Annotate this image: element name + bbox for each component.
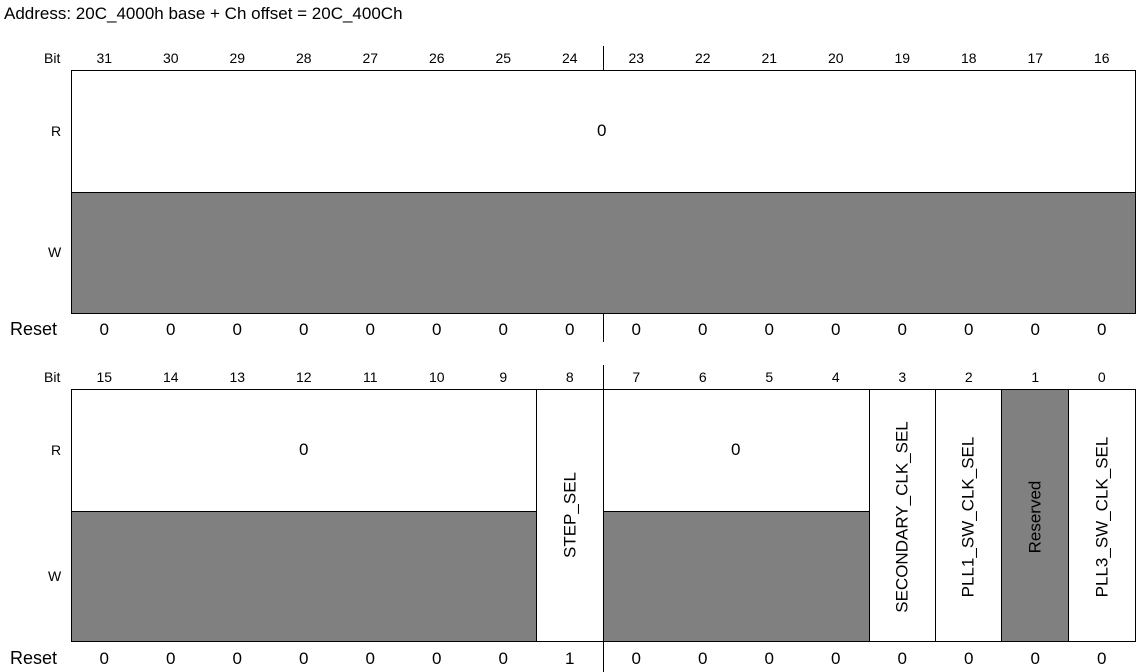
bit-number: 14 xyxy=(162,369,179,385)
reset-value: 0 xyxy=(498,320,508,339)
bits-7-4-read-field xyxy=(603,389,870,511)
reset-value: 0 xyxy=(631,649,641,668)
bit-number: 26 xyxy=(428,50,445,66)
reserved-field xyxy=(1001,389,1069,642)
bit-number: 27 xyxy=(362,50,379,66)
bit-number: 31 xyxy=(96,50,113,66)
step-sel-label: STEP_SEL xyxy=(560,472,580,558)
bit-number: 7 xyxy=(632,369,641,385)
reserved-label: Reserved xyxy=(1025,480,1045,554)
upper-write-field xyxy=(71,192,1136,314)
reset-value: 0 xyxy=(764,649,774,668)
reset-value: 0 xyxy=(232,320,242,339)
reset-value: 0 xyxy=(232,649,242,668)
bit-number: 17 xyxy=(1027,50,1044,66)
bit-number: 25 xyxy=(495,50,512,66)
reset-value: 0 xyxy=(498,649,508,668)
reset-value: 0 xyxy=(1030,649,1040,668)
lower-half-divider-bottom xyxy=(603,642,604,672)
bits-7-4-read-value: 0 xyxy=(731,440,741,459)
bit-number: 15 xyxy=(96,369,113,385)
bit-number: 20 xyxy=(827,50,844,66)
upper-half-divider-bottom xyxy=(603,314,604,342)
register-address: Address: 20C_4000h base + Ch offset = 20… xyxy=(4,4,403,23)
reset-value: 0 xyxy=(964,320,974,339)
reset-value: 0 xyxy=(631,320,641,339)
bit-number: 11 xyxy=(362,369,378,385)
r-label-lower: R xyxy=(51,442,62,458)
bit-number: 22 xyxy=(694,50,711,66)
reset-value: 0 xyxy=(299,320,309,339)
bit-number: 13 xyxy=(229,369,246,385)
reset-value: 0 xyxy=(432,320,442,339)
pll3-sw-clk-sel-label: PLL3_SW_CLK_SEL xyxy=(1092,436,1112,598)
bit-number: 24 xyxy=(561,50,578,66)
bits-15-9-read-field xyxy=(71,389,537,511)
pll3-sw-clk-sel-field xyxy=(1068,389,1136,642)
reset-value: 0 xyxy=(897,320,907,339)
bit-number: 3 xyxy=(898,369,907,385)
lower-half-divider-top xyxy=(603,365,604,389)
reset-value: 0 xyxy=(764,320,774,339)
bit-number: 9 xyxy=(499,369,508,385)
step-sel-field xyxy=(536,389,604,642)
bit-number: 28 xyxy=(295,50,312,66)
bit-number: 8 xyxy=(565,369,574,385)
bit-number: 19 xyxy=(894,50,911,66)
reset-value: 0 xyxy=(166,649,176,668)
bit-number: 6 xyxy=(698,369,707,385)
reset-value: 0 xyxy=(299,649,309,668)
reset-label-upper: Reset xyxy=(10,319,58,339)
bit-number: 1 xyxy=(1031,369,1040,385)
reset-value: 0 xyxy=(432,649,442,668)
bits-15-9-write-field xyxy=(71,511,537,642)
bit-number: 10 xyxy=(428,369,445,385)
reset-value: 0 xyxy=(1097,320,1107,339)
reset-value: 0 xyxy=(565,320,575,339)
bit-number: 12 xyxy=(295,369,312,385)
reset-value: 0 xyxy=(831,320,841,339)
reset-value: 0 xyxy=(1097,649,1107,668)
reset-value: 0 xyxy=(365,320,375,339)
reset-value: 0 xyxy=(698,649,708,668)
bit-number: 16 xyxy=(1093,50,1110,66)
bit-number: 18 xyxy=(960,50,977,66)
reset-value: 0 xyxy=(99,320,109,339)
secondary-clk-sel-label: SECONDARY_CLK_SEL xyxy=(892,421,912,613)
w-label-lower: W xyxy=(48,568,62,584)
reset-value: 0 xyxy=(99,649,109,668)
bits-15-9-read-value: 0 xyxy=(299,440,309,459)
bit-number: 21 xyxy=(761,50,778,66)
bit-number: 30 xyxy=(162,50,179,66)
reset-value: 0 xyxy=(698,320,708,339)
pll1-sw-clk-sel-field xyxy=(935,389,1002,642)
bit-number: 29 xyxy=(229,50,246,66)
reset-value: 0 xyxy=(365,649,375,668)
bit-number: 23 xyxy=(628,50,645,66)
bit-label-lower: Bit xyxy=(44,369,61,385)
bit-number: 5 xyxy=(765,369,774,385)
upper-read-value: 0 xyxy=(597,121,607,140)
reset-value: 1 xyxy=(565,649,575,668)
secondary-clk-sel-field xyxy=(869,389,936,642)
upper-read-field xyxy=(71,70,1136,192)
bit-number: 4 xyxy=(831,369,840,385)
r-label-upper: R xyxy=(51,123,62,139)
reset-label-lower: Reset xyxy=(10,648,58,668)
reset-value: 0 xyxy=(897,649,907,668)
bits-7-4-write-field xyxy=(603,511,870,642)
bit-label-upper: Bit xyxy=(44,50,61,66)
upper-half-divider-top xyxy=(603,46,604,70)
pll1-sw-clk-sel-label: PLL1_SW_CLK_SEL xyxy=(958,436,978,598)
reset-value: 0 xyxy=(831,649,841,668)
reset-value: 0 xyxy=(166,320,176,339)
reset-value: 0 xyxy=(1030,320,1040,339)
w-label-upper: W xyxy=(48,244,62,260)
bit-number: 0 xyxy=(1097,369,1106,385)
reset-value: 0 xyxy=(964,649,974,668)
bit-number: 2 xyxy=(964,369,973,385)
